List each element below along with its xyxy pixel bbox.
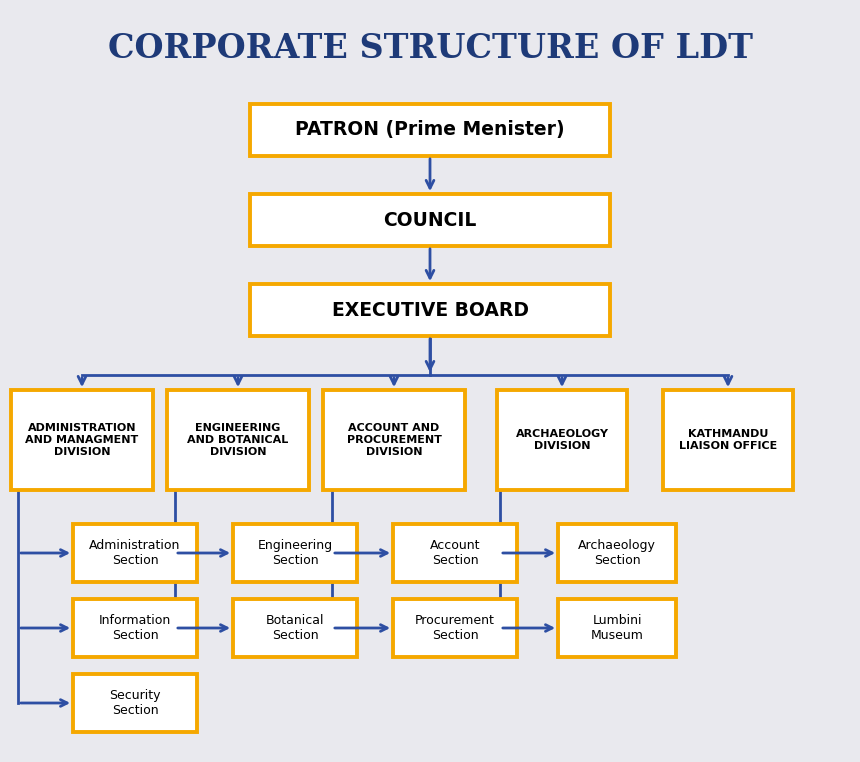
FancyBboxPatch shape	[558, 524, 676, 582]
Text: ARCHAEOLOGY
DIVISION: ARCHAEOLOGY DIVISION	[515, 429, 609, 451]
Text: ADMINISTRATION
AND MANAGMENT
DIVISION: ADMINISTRATION AND MANAGMENT DIVISION	[26, 424, 138, 456]
FancyBboxPatch shape	[233, 599, 357, 657]
FancyBboxPatch shape	[663, 390, 793, 490]
Text: EXECUTIVE BOARD: EXECUTIVE BOARD	[331, 300, 529, 319]
FancyBboxPatch shape	[73, 674, 197, 732]
Text: Security
Section: Security Section	[109, 689, 161, 717]
Text: Procurement
Section: Procurement Section	[415, 614, 495, 642]
Text: Engineering
Section: Engineering Section	[257, 539, 333, 567]
FancyBboxPatch shape	[250, 194, 610, 246]
Text: Information
Section: Information Section	[99, 614, 171, 642]
Text: Botanical
Section: Botanical Section	[266, 614, 324, 642]
Text: Account
Section: Account Section	[430, 539, 480, 567]
FancyBboxPatch shape	[233, 524, 357, 582]
FancyBboxPatch shape	[73, 599, 197, 657]
FancyBboxPatch shape	[497, 390, 627, 490]
Text: Lumbini
Museum: Lumbini Museum	[591, 614, 643, 642]
FancyBboxPatch shape	[323, 390, 465, 490]
FancyBboxPatch shape	[167, 390, 309, 490]
Text: COUNCIL: COUNCIL	[384, 210, 476, 229]
FancyBboxPatch shape	[73, 524, 197, 582]
FancyBboxPatch shape	[558, 599, 676, 657]
FancyBboxPatch shape	[250, 104, 610, 156]
Text: PATRON (Prime Menister): PATRON (Prime Menister)	[295, 120, 565, 139]
FancyBboxPatch shape	[250, 284, 610, 336]
Text: ACCOUNT AND
PROCUREMENT
DIVISION: ACCOUNT AND PROCUREMENT DIVISION	[347, 424, 441, 456]
FancyBboxPatch shape	[393, 599, 517, 657]
Text: Archaeology
Section: Archaeology Section	[578, 539, 656, 567]
Text: Administration
Section: Administration Section	[89, 539, 181, 567]
FancyBboxPatch shape	[393, 524, 517, 582]
FancyBboxPatch shape	[11, 390, 153, 490]
Text: KATHMANDU
LIAISON OFFICE: KATHMANDU LIAISON OFFICE	[679, 429, 777, 451]
Text: CORPORATE STRUCTURE OF LDT: CORPORATE STRUCTURE OF LDT	[108, 31, 752, 65]
Text: ENGINEERING
AND BOTANICAL
DIVISION: ENGINEERING AND BOTANICAL DIVISION	[187, 424, 289, 456]
